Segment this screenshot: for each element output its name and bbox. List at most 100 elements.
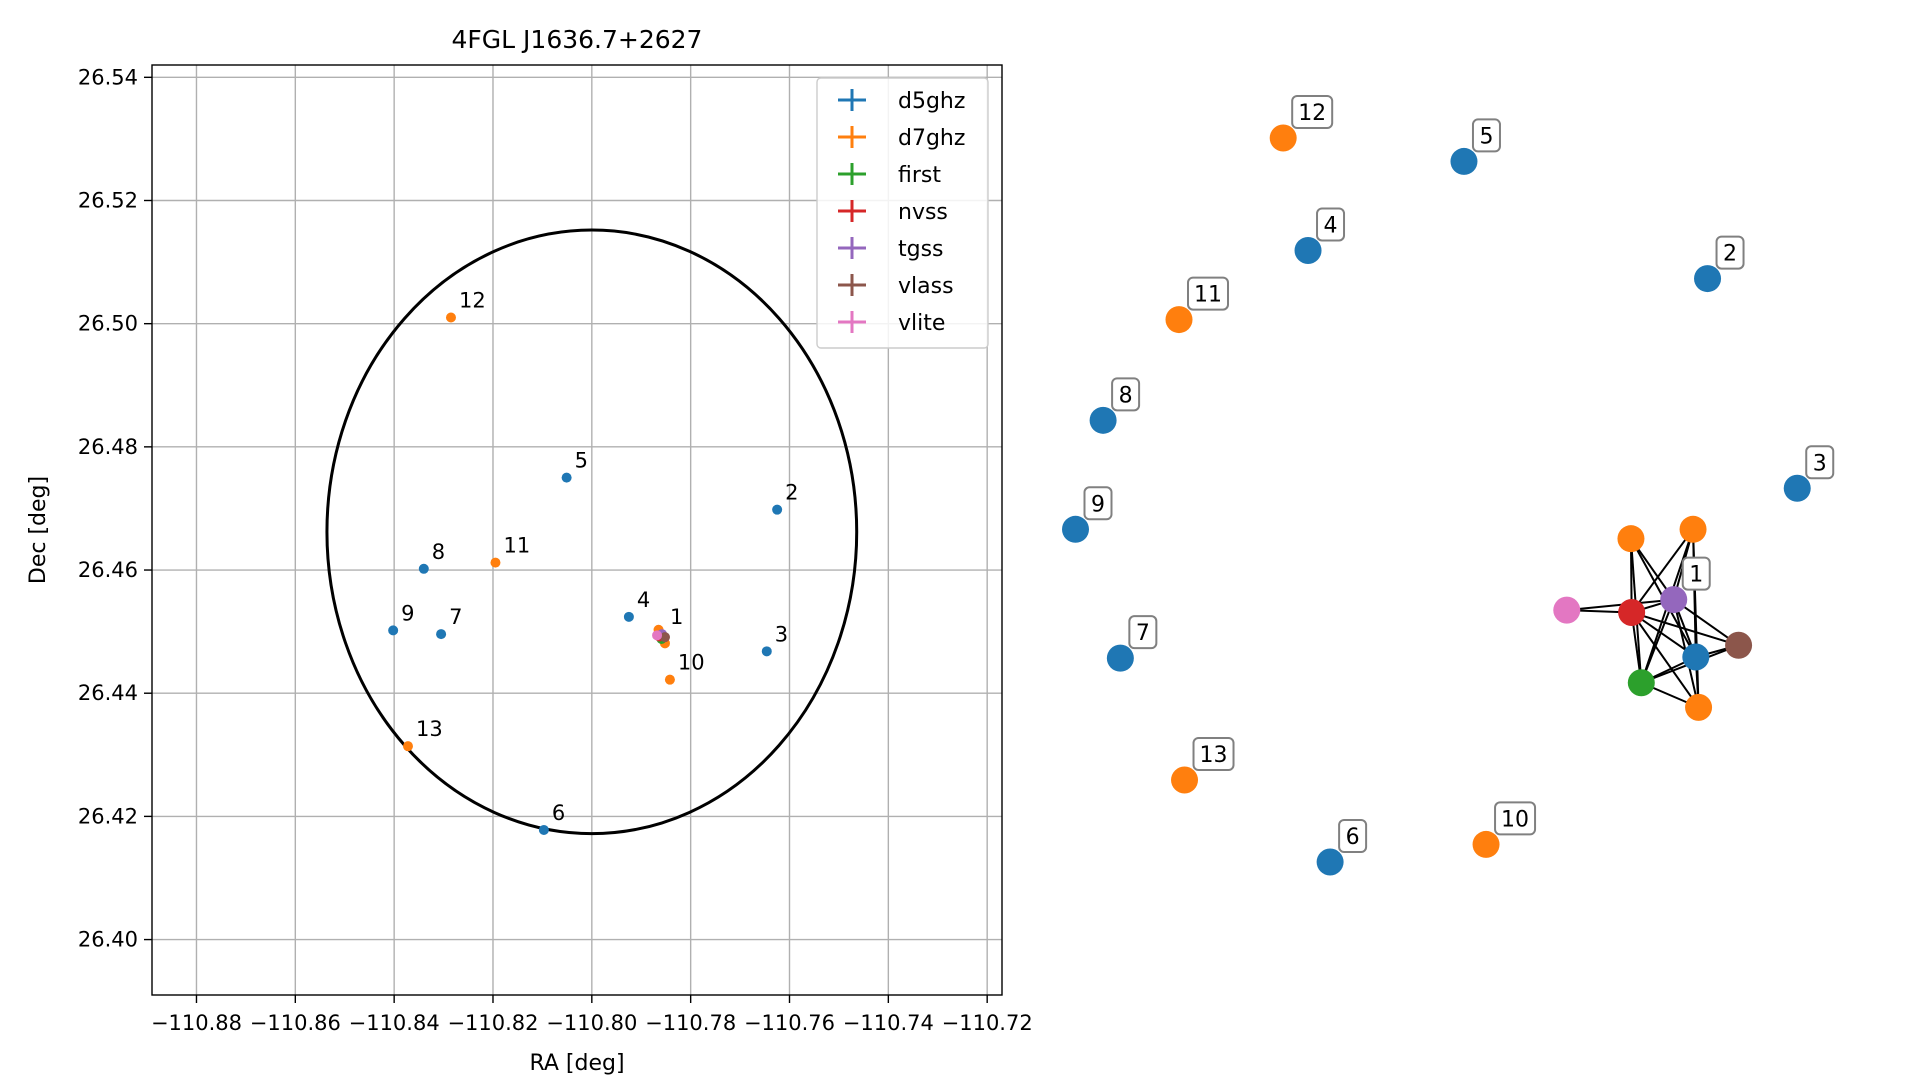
label-text: 9 [1091,492,1105,517]
x-tick-label: −110.86 [250,1011,341,1035]
network-node-labels: 12 5 4 2 11 8 3 9 1 7 13 10 6 [1083,95,1835,853]
y-tick-label: 26.54 [78,65,138,89]
point-label: 11 [503,534,530,558]
label-text: 4 [1324,213,1338,238]
x-tick-label: −110.76 [744,1011,835,1035]
network-edge [1566,598,1674,612]
network-node-d5ghz [1450,147,1478,175]
point-label: 4 [637,588,650,612]
network-edge [1630,611,1700,708]
x-tick-label: −110.84 [349,1011,440,1035]
label-text: 11 [1194,283,1222,308]
network-node-vlass [1725,631,1753,659]
point-label: 5 [575,449,588,473]
label-box [1192,736,1235,771]
y-tick-label: 26.40 [78,928,138,952]
network-node-label: 10 [1494,801,1537,836]
data-point-d5ghz [388,625,399,636]
data-point-d7ghz [402,741,413,752]
legend-label-nvss: nvss [898,200,948,225]
y-tick-label: 26.46 [78,558,138,582]
network-node-d7ghz [1269,124,1297,152]
label-text: 10 [1501,807,1529,832]
point-label: 7 [449,605,462,629]
legend-label-d7ghz: d7ghz [898,126,965,151]
label-text: 6 [1346,825,1360,850]
label-box [1111,377,1141,412]
point-label: 12 [459,289,486,313]
network-node-label: 4 [1316,207,1346,242]
label-box [1715,235,1745,270]
point-label: 13 [416,717,443,741]
network-node-d7ghz [1617,525,1645,553]
point-label: 6 [552,801,565,825]
x-tick-label: −110.72 [942,1011,1033,1035]
x-tick-label: −110.82 [447,1011,538,1035]
network-node-d5ghz [1316,848,1344,876]
label-box [1316,207,1346,242]
network-edge [1630,528,1694,614]
data-point-d5ghz [761,646,772,657]
legend-label-vlite: vlite [898,311,945,336]
data-point-vlass [659,632,670,643]
legend-label-first: first [898,163,941,188]
network-node-d5ghz [1106,644,1134,672]
data-point-d7ghz [445,312,456,323]
data-point-d5ghz [418,563,429,574]
data-point-d5ghz [436,629,447,640]
label-text: 2 [1723,242,1737,267]
label-text: 8 [1119,383,1133,408]
network-node-d5ghz [1694,265,1722,293]
plot-frame [151,64,1003,996]
point-labels: 2 3 4 5 6 7 8 9 10 11 12 13 1 [401,289,798,825]
network-node-label: 5 [1471,118,1501,153]
network-edge [1631,611,1739,647]
network-node-d5ghz [1062,515,1089,543]
localization-ellipse [325,228,859,836]
x-tick-label: −110.88 [151,1011,242,1035]
x-tick-label: −110.80 [546,1011,637,1035]
point-label: 10 [678,651,705,675]
y-axis-ticks: 26.40 26.42 26.44 26.46 26.48 26.50 26.52 26.54 [78,65,152,952]
data-point-d7ghz [490,557,501,568]
data-point-d5ghz [623,611,634,622]
y-tick-label: 26.44 [78,681,138,705]
label-text: 12 [1298,101,1326,126]
network-node-d5ghz [1294,236,1322,264]
network-node-d7ghz [1679,515,1707,543]
y-tick-label: 26.50 [78,312,138,336]
error-ellipse [325,228,859,836]
label-box [1128,615,1158,650]
data-point-d5ghz [561,472,572,483]
y-tick-label: 26.52 [78,188,138,212]
y-tick-label: 26.42 [78,804,138,828]
data-point-d7ghz [664,674,675,685]
data-points [388,312,783,835]
legend-label-vlass: vlass [898,274,954,299]
network-edge [1640,599,1675,684]
label-box [1338,819,1368,853]
point-label: 9 [401,601,414,625]
point-label: 8 [432,540,445,564]
legend-label-tgss: tgss [898,237,944,262]
point-label: 1 [670,605,683,629]
label-box [1083,486,1113,521]
network-nodes [1062,124,1811,876]
x-axis-ticks: −110.88 −110.86 −110.84 −110.82 −110.80 −110.… [151,995,1033,1035]
network-node-d5ghz [1089,406,1117,434]
network-node-vlite [1553,596,1581,624]
point-label: 3 [775,622,788,646]
data-point-d5ghz [538,824,549,835]
x-tick-label: −110.74 [843,1011,934,1035]
legend-box [816,77,989,349]
network-node-label: 9 [1083,486,1113,521]
network-node-label: 2 [1715,235,1745,270]
network-node-label: 11 [1187,276,1229,311]
data-point-vlite [652,630,663,641]
network-node-label: 6 [1338,819,1368,853]
network-node-d5ghz [1783,474,1811,502]
label-box [1681,556,1711,591]
network-node-label: 1 [1681,556,1711,591]
